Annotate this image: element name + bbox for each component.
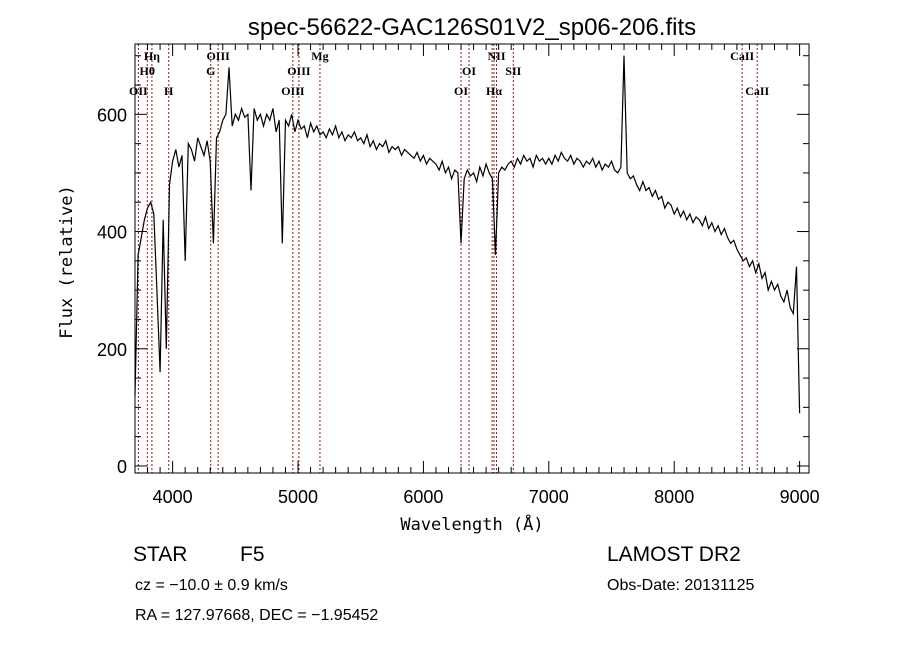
y-axis-label: Flux (relative): [57, 185, 77, 339]
line-marker-label: OIII: [281, 84, 305, 98]
survey-name: LAMOST DR2: [607, 543, 741, 566]
line-marker-label: Hθ: [139, 64, 155, 78]
line-marker-label: OIII: [287, 64, 311, 78]
line-marker-label: H: [164, 84, 174, 98]
obs-date: Obs-Date: 20131125: [607, 577, 754, 594]
coordinates: RA = 127.97668, DEC = −1.95452: [135, 607, 378, 624]
chart-title: spec-56622-GAC126S01V2_sp06-206.fits: [248, 14, 696, 41]
y-tick-label: 600: [97, 105, 127, 125]
tick-labels: 4000 5000 6000 7000 8000 9000 0 200 400 600: [97, 105, 820, 507]
y-tick-label: 400: [97, 223, 127, 243]
plot-frame: [134, 43, 810, 474]
line-marker-label: G: [206, 64, 215, 78]
x-tick-label: 7000: [529, 487, 569, 507]
x-tick-label: 4000: [153, 487, 193, 507]
redshift-cz: cz = −10.0 ± 0.9 km/s: [135, 577, 288, 594]
x-tick-label: 9000: [780, 487, 820, 507]
spectrum-line: [134, 55, 801, 414]
axis-ticks: [134, 44, 809, 473]
line-marker-label: CaII: [730, 49, 754, 63]
line-marker-label: OII: [129, 84, 148, 98]
y-tick-label: 0: [117, 457, 127, 477]
line-markers: OIIHθHηHGOIIIOIIIOIIIMgOIOIHαNIISIICaIIC…: [129, 44, 770, 473]
line-marker-label: CaII: [745, 84, 769, 98]
line-marker-label: SII: [505, 64, 521, 78]
line-marker-label: Hα: [486, 84, 502, 98]
x-tick-label: 6000: [403, 487, 443, 507]
y-tick-label: 200: [97, 340, 127, 360]
line-marker-label: OI: [454, 84, 468, 98]
x-tick-label: 5000: [278, 487, 318, 507]
line-marker-label: NII: [488, 49, 506, 63]
x-axis-label: Wavelength (Å): [400, 513, 543, 535]
line-marker-label: Hη: [144, 49, 160, 63]
line-marker-label: OIII: [206, 49, 230, 63]
object-class: STAR: [133, 543, 187, 566]
line-marker-label: Mg: [311, 49, 328, 63]
x-tick-label: 8000: [654, 487, 694, 507]
line-marker-label: OI: [462, 64, 476, 78]
object-subclass: F5: [240, 543, 265, 566]
